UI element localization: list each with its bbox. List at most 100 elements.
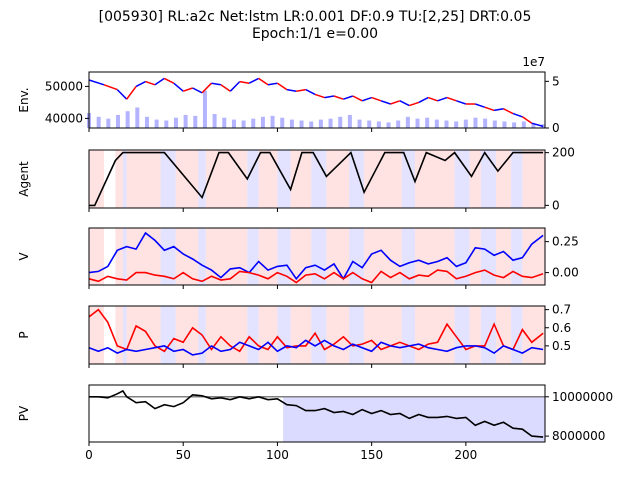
price-segment [418, 96, 429, 104]
ylabel-p: P [17, 331, 31, 338]
price-segment [512, 112, 523, 118]
axes-frame [88, 227, 546, 286]
bg-segment [326, 306, 350, 364]
volume-bar [367, 120, 372, 128]
bg-segment [384, 228, 402, 285]
volume-bar [338, 116, 343, 128]
bg-segment [224, 306, 248, 364]
price-segment [521, 116, 533, 124]
bg-segment [480, 228, 497, 285]
price-segment [352, 95, 363, 102]
ytick-label: 40000 [45, 111, 83, 125]
xtick-label: 0 [85, 448, 93, 462]
volume-bar [512, 122, 517, 128]
ylabel-agent: Agent [17, 161, 31, 197]
xtick-label: 200 [454, 448, 477, 462]
ytick-label: 8000000 [552, 429, 605, 443]
bg-segment [496, 150, 512, 208]
volume-bar [405, 116, 410, 128]
series-line-p-1 [88, 339, 544, 356]
bg-segment [224, 228, 248, 285]
price-segment [446, 96, 457, 102]
bg-segment [277, 228, 291, 285]
price-segment [437, 96, 448, 102]
price-segment [456, 100, 467, 105]
bg-segment [511, 228, 523, 285]
volume-bar [135, 107, 140, 128]
volume-bar [396, 120, 401, 128]
bg-segment [89, 150, 105, 208]
bg-segment [349, 306, 365, 364]
bg-segment [115, 150, 123, 208]
volume-bar [96, 116, 101, 128]
price-segment [145, 80, 156, 86]
price-segment [267, 82, 278, 86]
bg-segment [224, 150, 248, 208]
price-segment [371, 96, 382, 102]
bg-segment [258, 306, 278, 364]
bg-segment [198, 150, 206, 208]
volume-bar [434, 119, 439, 128]
volume-bar [106, 118, 111, 128]
bg-segment [326, 150, 350, 208]
bg-segment [258, 228, 278, 285]
volume-bar [193, 115, 198, 128]
ytick-label: 0.00 [552, 266, 579, 280]
bg-segment [160, 306, 176, 364]
volume-bar [125, 111, 130, 128]
bg-segment [247, 306, 259, 364]
price-segment [484, 106, 495, 112]
volume-bar [328, 118, 333, 128]
axes-frame [88, 384, 546, 443]
xtick-label: 50 [176, 448, 191, 462]
volume-bar [483, 118, 488, 128]
price-segment [229, 81, 241, 92]
bg-segment [480, 306, 497, 364]
price-segment [88, 79, 105, 86]
panel-p: P 0.5 0.6 0.7 [17, 303, 571, 368]
ylabel-v: V [17, 252, 31, 261]
right-tick-label: 5 [552, 74, 560, 88]
bg-segment [401, 306, 415, 364]
price-segment [427, 96, 438, 102]
ylabel-pv: PV [17, 405, 31, 421]
bg-segment [115, 306, 123, 364]
bg-segment [277, 306, 291, 364]
ylabel-env: Env. [17, 87, 31, 112]
volume-bar [115, 114, 120, 128]
price-segment [182, 87, 193, 92]
price-segment [361, 96, 372, 102]
price-segment [390, 100, 401, 105]
series-line-v-1 [88, 269, 544, 284]
bg-segment [401, 228, 415, 285]
series-line-p-0 [88, 308, 544, 353]
bg-segment [205, 306, 225, 364]
bg-segment [469, 228, 481, 285]
volume-bar [309, 121, 314, 128]
volume-bar [444, 120, 449, 128]
price-segment [192, 87, 203, 94]
bg-segment [247, 150, 259, 208]
price-segment [324, 95, 335, 99]
axes-frame [88, 71, 546, 129]
price-segment [286, 88, 297, 92]
bg-segment [414, 306, 440, 364]
right-axis-offset: 1e7 [522, 55, 545, 69]
price-segment [409, 101, 419, 107]
bg-segment [511, 306, 523, 364]
price-segment [277, 82, 288, 91]
bg-segment [290, 150, 312, 208]
bg-segment [205, 150, 225, 208]
bg-segment [311, 150, 327, 208]
volume-bar [357, 119, 362, 128]
price-segment [135, 80, 146, 88]
price-segment [116, 89, 128, 100]
price-segment [126, 85, 137, 100]
bg-segment [469, 306, 481, 364]
bg-segment [126, 150, 161, 208]
bg-segment [160, 150, 176, 208]
bg-segment [122, 306, 127, 364]
bg-segment [247, 228, 259, 285]
bg-segment [122, 228, 127, 285]
